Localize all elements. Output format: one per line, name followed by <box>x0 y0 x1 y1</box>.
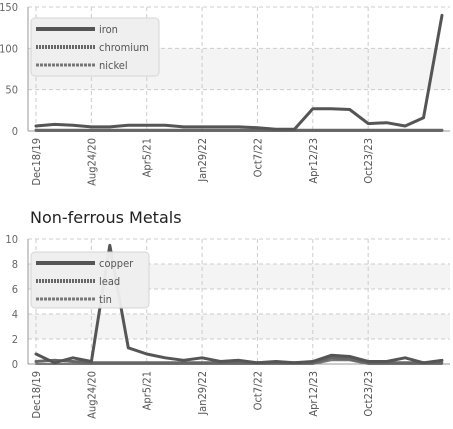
y-tick-label: 4 <box>12 308 18 321</box>
legend-label-lead: lead <box>99 275 120 288</box>
y-tick-label: 0 <box>12 358 18 371</box>
iron-line <box>34 13 444 131</box>
x-tick-label: Apr5/21 <box>141 138 154 177</box>
y-tick-label: 0 <box>12 125 18 138</box>
iron-chromium-nickel-chart: 0 50 100 150 Dec18/19 Aug24/20 Apr5/21 Jan29/22… <box>0 1 450 186</box>
x-tick-label: Oct23/23 <box>362 371 375 417</box>
y-tick-label: 8 <box>12 258 18 271</box>
x-tick-label: Apr12/23 <box>307 138 320 184</box>
legend: iron chromium nickel <box>30 17 160 77</box>
y-tick-label: 50 <box>5 84 18 97</box>
legend-label-tin: tin <box>99 293 112 306</box>
legend-label-chromium: chromium <box>99 41 149 54</box>
y-tick-label: 6 <box>12 283 18 296</box>
legend-label-copper: copper <box>99 257 134 270</box>
non-ferrous-metals-chart: 0 2 4 6 8 10 Dec18/19 Aug24/20 Apr5/21 Jan29/22 Oc… <box>5 233 450 419</box>
y-tick-label: 100 <box>0 42 18 55</box>
x-tick-label: Aug24/20 <box>85 371 98 419</box>
legend-label-iron: iron <box>99 23 118 36</box>
legend: copper lead tin <box>30 251 150 309</box>
x-tick-label: Dec18/19 <box>30 138 43 186</box>
x-tick-label: Apr12/23 <box>307 371 320 417</box>
x-tick-label: Apr5/21 <box>141 371 154 410</box>
x-tick-label: Jan29/22 <box>196 138 209 183</box>
x-tick-label: Oct7/22 <box>251 371 264 410</box>
x-tick-label: Aug24/20 <box>85 138 98 186</box>
x-tick-label: Dec18/19 <box>30 371 43 419</box>
chart-title: Non-ferrous Metals <box>30 208 182 227</box>
x-tick-label: Jan29/22 <box>196 371 209 416</box>
y-tick-label: 150 <box>0 1 18 14</box>
y-tick-label: 10 <box>5 233 18 246</box>
x-tick-label: Oct23/23 <box>362 138 375 184</box>
x-tick-label: Oct7/22 <box>251 138 264 177</box>
y-tick-label: 2 <box>12 333 18 346</box>
legend-label-nickel: nickel <box>99 59 128 72</box>
